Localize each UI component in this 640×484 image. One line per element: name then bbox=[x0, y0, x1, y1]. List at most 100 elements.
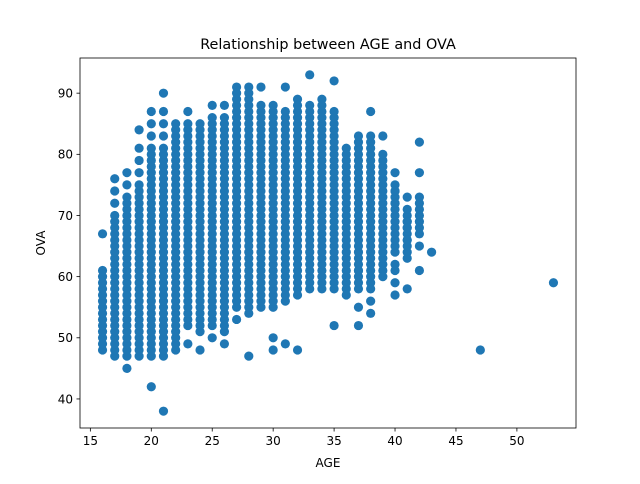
data-point bbox=[366, 106, 376, 117]
data-point bbox=[402, 192, 412, 202]
data-point bbox=[183, 339, 193, 349]
data-point bbox=[146, 382, 156, 392]
data-point bbox=[402, 253, 412, 263]
data-point bbox=[183, 106, 193, 117]
data-point bbox=[475, 345, 485, 355]
data-point bbox=[158, 143, 169, 153]
data-point bbox=[390, 168, 400, 178]
data-point bbox=[146, 131, 156, 141]
data-point bbox=[110, 198, 120, 208]
data-point bbox=[207, 100, 217, 110]
x-axis: 15 20 25 30 35 40 45 50 bbox=[83, 428, 525, 448]
data-point bbox=[305, 70, 315, 80]
data-point bbox=[390, 290, 400, 300]
data-point bbox=[158, 106, 169, 117]
data-point bbox=[134, 168, 144, 178]
data-point bbox=[353, 265, 364, 276]
data-point bbox=[146, 106, 156, 117]
data-point bbox=[256, 100, 266, 110]
data-point bbox=[280, 106, 290, 117]
data-point bbox=[122, 363, 132, 373]
data-point bbox=[207, 333, 217, 343]
data-point bbox=[366, 131, 376, 141]
data-point bbox=[402, 235, 412, 245]
data-point bbox=[158, 131, 169, 141]
y-tick-label: 40 bbox=[58, 392, 73, 406]
data-point bbox=[158, 88, 169, 98]
data-point bbox=[97, 229, 108, 239]
data-point bbox=[378, 149, 388, 159]
data-point bbox=[97, 265, 108, 276]
x-tick-label: 20 bbox=[144, 434, 159, 448]
x-tick-label: 25 bbox=[205, 434, 220, 448]
data-point bbox=[390, 265, 400, 276]
data-point bbox=[292, 94, 303, 104]
data-point bbox=[280, 339, 290, 349]
data-point bbox=[110, 210, 120, 221]
x-axis-label: AGE bbox=[316, 456, 341, 470]
data-point bbox=[231, 88, 242, 98]
data-point bbox=[426, 247, 437, 257]
data-point bbox=[146, 143, 156, 153]
data-point bbox=[146, 119, 156, 129]
data-point bbox=[390, 186, 400, 196]
x-tick-label: 35 bbox=[326, 434, 341, 448]
data-point bbox=[414, 168, 425, 178]
data-point bbox=[110, 174, 120, 184]
y-tick-label: 50 bbox=[58, 331, 73, 345]
y-axis-label: OVA bbox=[34, 230, 48, 256]
data-point bbox=[390, 278, 400, 288]
data-point bbox=[414, 241, 425, 251]
data-point bbox=[195, 119, 205, 129]
data-point bbox=[268, 100, 278, 110]
data-point bbox=[219, 339, 230, 349]
data-point bbox=[341, 143, 351, 153]
x-tick-label: 45 bbox=[448, 434, 463, 448]
data-point bbox=[353, 131, 364, 141]
data-point bbox=[134, 125, 144, 135]
data-point bbox=[414, 265, 425, 276]
data-point bbox=[366, 284, 376, 294]
plot-frame bbox=[79, 57, 577, 429]
data-point bbox=[231, 314, 242, 325]
data-point bbox=[292, 290, 303, 300]
data-point bbox=[219, 113, 230, 123]
data-point bbox=[122, 180, 132, 190]
x-tick-label: 15 bbox=[83, 434, 98, 448]
data-point bbox=[317, 100, 327, 110]
data-point bbox=[548, 278, 559, 288]
x-tick-label: 30 bbox=[266, 434, 281, 448]
y-axis: 40 50 60 70 80 90 bbox=[58, 86, 80, 406]
data-point bbox=[353, 302, 364, 312]
data-point bbox=[341, 290, 351, 300]
data-point bbox=[414, 229, 425, 239]
chart-title: Relationship between AGE and OVA bbox=[200, 37, 456, 53]
data-point bbox=[329, 320, 339, 331]
data-point bbox=[110, 186, 120, 196]
data-point bbox=[402, 284, 412, 294]
data-point bbox=[256, 82, 266, 92]
data-point bbox=[280, 82, 290, 92]
data-point bbox=[402, 223, 412, 233]
data-point bbox=[292, 345, 303, 355]
x-tick-label: 50 bbox=[509, 434, 524, 448]
data-point bbox=[268, 345, 278, 355]
data-point bbox=[122, 192, 132, 202]
data-point bbox=[134, 143, 144, 153]
data-point bbox=[219, 100, 230, 110]
data-point bbox=[244, 351, 254, 361]
data-point bbox=[353, 320, 364, 331]
y-tick-label: 80 bbox=[58, 148, 73, 162]
data-point bbox=[329, 76, 339, 86]
x-tick-label: 40 bbox=[387, 434, 402, 448]
data-point bbox=[378, 272, 388, 282]
data-point bbox=[195, 345, 205, 355]
data-point bbox=[414, 192, 425, 202]
data-point bbox=[244, 88, 254, 98]
data-point bbox=[378, 131, 388, 141]
data-point bbox=[390, 198, 400, 208]
y-tick-label: 60 bbox=[58, 270, 73, 284]
data-point bbox=[134, 155, 144, 166]
data-point bbox=[305, 100, 315, 110]
